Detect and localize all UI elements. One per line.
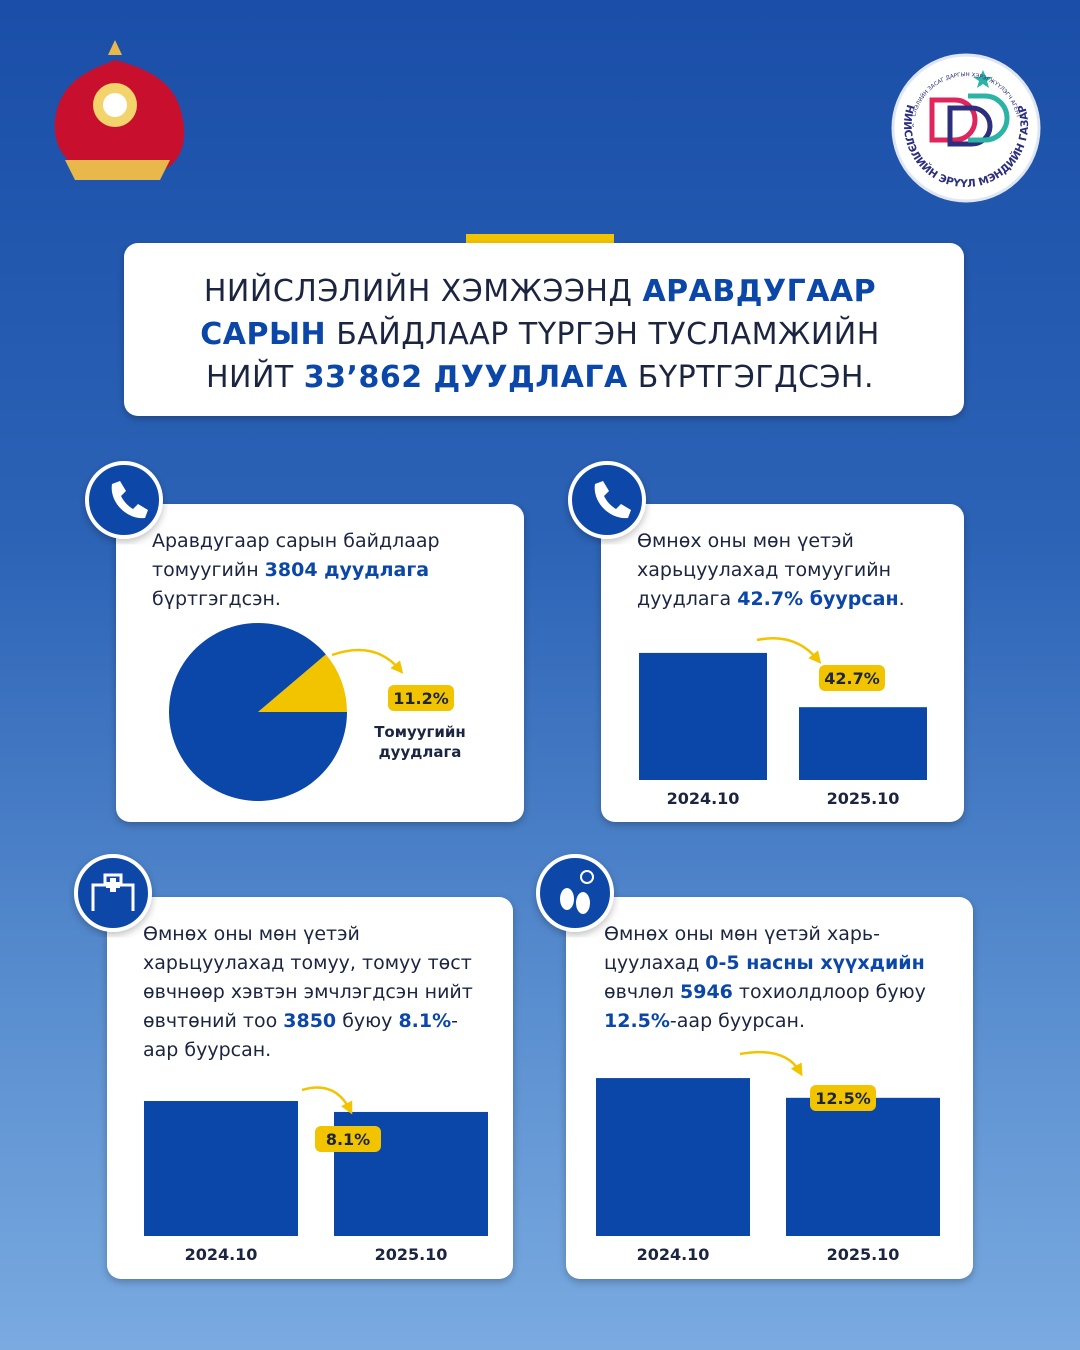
body-text: Аравдугаар сарын байдлаар томуугийн bbox=[152, 530, 446, 581]
icon-circle bbox=[85, 461, 163, 539]
highlight-text: 3850 bbox=[283, 1010, 337, 1032]
bar bbox=[144, 1101, 298, 1236]
body-text: өвчлөл bbox=[604, 952, 931, 1003]
x-tick-label: 2025.10 bbox=[827, 1245, 900, 1264]
annotation: 8.1% bbox=[326, 1130, 370, 1149]
arrow bbox=[756, 636, 822, 664]
x-tick-label: 2025.10 bbox=[827, 789, 900, 808]
foot-glyph bbox=[576, 892, 590, 914]
annotation: 12.5% bbox=[815, 1089, 871, 1108]
arrow bbox=[301, 1086, 353, 1115]
card-icon bbox=[536, 854, 614, 932]
highlight-text: 12.5% bbox=[604, 1010, 670, 1032]
annotation: 11.2% bbox=[393, 689, 449, 708]
body-text: . bbox=[898, 588, 905, 610]
annotation: 42.7% bbox=[824, 669, 880, 688]
icon-circle bbox=[536, 854, 614, 932]
foot-glyph bbox=[560, 888, 574, 910]
body-text: Өмнөх оны мөн үетэй харьцуулахад томуу, … bbox=[143, 923, 479, 1032]
phone-glyph bbox=[111, 481, 148, 519]
card-text: Өмнөх оны мөн үетэй харьцуулахад томууги… bbox=[637, 527, 927, 614]
body-text: -аар буурсан. bbox=[143, 1010, 458, 1061]
annotation-pill bbox=[819, 665, 885, 691]
x-tick-label: 2024.10 bbox=[185, 1245, 258, 1264]
icon-circle bbox=[74, 854, 152, 932]
card-icon bbox=[85, 461, 163, 539]
pie-label: Томуугийн дуудлага bbox=[374, 723, 466, 761]
body-text: Өмнөх оны мөн үетэй харьцуулахад томууги… bbox=[637, 530, 898, 610]
body-text: БАЙДЛААР ТҮРГЭН ТУСЛАМЖИЙН НИЙТ bbox=[205, 317, 890, 395]
emblem bbox=[54, 40, 185, 180]
bar bbox=[596, 1078, 750, 1236]
body-text: Өмнөх оны мөн үетэй харь-цуулахад bbox=[604, 923, 880, 974]
body-text: -аар буурсан. bbox=[669, 1010, 805, 1032]
x-tick-label: 2025.10 bbox=[375, 1245, 448, 1264]
x-tick-label: 2024.10 bbox=[637, 1245, 710, 1264]
card-text: Өмнөх оны мөн үетэй харьцуулахад томуу, … bbox=[143, 920, 493, 1065]
bar bbox=[639, 652, 767, 780]
x-tick-label: 2024.10 bbox=[667, 789, 740, 808]
body-text: тохиолдлоор буюу bbox=[732, 981, 932, 1003]
icon-circle bbox=[568, 461, 646, 539]
highlight-text: 5946 bbox=[680, 981, 733, 1003]
body-text: БҮРТГЭГДСЭН. bbox=[627, 360, 875, 395]
highlight-text: 33’862 ДУУДЛАГА bbox=[303, 360, 628, 395]
headline: НИЙСЛЭЛИЙН ХЭМЖЭЭНД АРАВДУГААР САРЫН БАЙ… bbox=[170, 270, 910, 399]
annotation-pill bbox=[810, 1085, 876, 1111]
cross-glyph bbox=[106, 878, 120, 892]
arrow bbox=[739, 1050, 803, 1077]
highlight-text: 3804 дуудлага bbox=[264, 559, 430, 581]
card-text: Өмнөх оны мөн үетэй харь-цуулахад 0-5 на… bbox=[604, 920, 949, 1036]
card-icon bbox=[568, 461, 646, 539]
annotation-pill bbox=[315, 1126, 381, 1152]
body-text: НИЙСЛЭЛИЙН ХЭМЖЭЭНД bbox=[203, 274, 643, 309]
highlight-text: АРАВДУГААР САРЫН bbox=[200, 274, 888, 352]
pie-slice bbox=[258, 654, 347, 712]
annotation-pill bbox=[388, 685, 454, 711]
header-card bbox=[124, 243, 964, 416]
card-icon bbox=[74, 854, 152, 932]
bar bbox=[799, 707, 927, 780]
body-text: бүртгэгдсэн. bbox=[152, 559, 436, 610]
highlight-text: 0-5 насны хүүхдийн bbox=[705, 952, 925, 974]
bar bbox=[786, 1097, 940, 1236]
highlight-text: 8.1% bbox=[398, 1010, 452, 1032]
phone-glyph bbox=[594, 481, 631, 519]
pie-slice bbox=[169, 623, 347, 802]
highlight-text: 42.7% буурсан bbox=[737, 588, 899, 610]
arrow bbox=[331, 648, 404, 674]
card-text: Аравдугаар сарын байдлаар томуугийн 3804… bbox=[152, 527, 482, 614]
body-text: буюу bbox=[336, 1010, 399, 1032]
hospital-glyph bbox=[91, 873, 135, 911]
pin-glyph bbox=[580, 870, 594, 884]
